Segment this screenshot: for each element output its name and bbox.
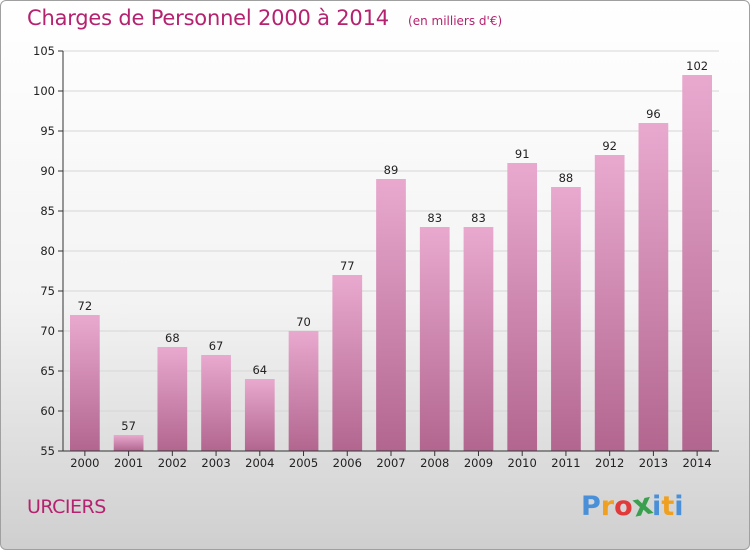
logo-letter: i <box>652 491 662 522</box>
bar-2010 <box>507 163 538 451</box>
bar-2014 <box>682 75 713 451</box>
bar-2002 <box>157 347 188 451</box>
data-label-2001: 57 <box>121 419 136 433</box>
y-tick-label: 70 <box>40 324 55 338</box>
y-tick-label: 55 <box>40 444 55 458</box>
bar-2009 <box>463 227 494 451</box>
x-tick-label-2009: 2009 <box>464 456 493 470</box>
x-tick-label-2005: 2005 <box>289 456 318 470</box>
proxiti-logo: Proxiti <box>581 486 684 524</box>
bar-2012 <box>594 155 625 451</box>
data-label-2006: 77 <box>340 259 355 273</box>
logo-letter: P <box>581 491 601 522</box>
data-label-2011: 88 <box>559 171 574 185</box>
y-tick-label: 90 <box>40 164 55 178</box>
bar-2000 <box>69 315 100 451</box>
x-tick-label-2006: 2006 <box>333 456 362 470</box>
y-tick-label: 60 <box>40 404 55 418</box>
x-tick-label-2007: 2007 <box>376 456 405 470</box>
bar-2004 <box>244 379 275 451</box>
y-tick-label: 100 <box>33 84 55 98</box>
logo-letter: r <box>600 491 615 522</box>
data-label-2010: 91 <box>515 147 530 161</box>
bar-2005 <box>288 331 319 451</box>
data-label-2003: 67 <box>209 339 224 353</box>
y-tick-label: 65 <box>40 364 55 378</box>
y-tick-label: 85 <box>40 204 55 218</box>
chart-title-block: Charges de Personnel 2000 à 2014 (en mil… <box>27 6 502 30</box>
x-tick-label-2004: 2004 <box>245 456 274 470</box>
data-label-2004: 64 <box>252 363 267 377</box>
logo-letter: i <box>674 491 684 522</box>
data-label-2007: 89 <box>384 163 399 177</box>
data-label-2013: 96 <box>646 107 661 121</box>
bar-2013 <box>638 123 669 451</box>
place-name: URCIERS <box>27 496 106 518</box>
x-tick-label-2010: 2010 <box>508 456 537 470</box>
data-label-2005: 70 <box>296 315 311 329</box>
bar-2001 <box>113 435 144 451</box>
y-tick-label: 95 <box>40 124 55 138</box>
data-label-2002: 68 <box>165 331 180 345</box>
data-label-2012: 92 <box>602 139 617 153</box>
chart-subtitle: (en milliers d'€) <box>408 14 503 28</box>
x-tick-label-2003: 2003 <box>201 456 230 470</box>
y-tick-label: 80 <box>40 244 55 258</box>
bar-2011 <box>551 187 581 451</box>
x-tick-label-2014: 2014 <box>682 456 711 470</box>
logo-letter: t <box>661 491 675 522</box>
x-tick-label-2008: 2008 <box>420 456 449 470</box>
x-tick-label-2012: 2012 <box>595 456 624 470</box>
data-label-2000: 72 <box>78 299 93 313</box>
data-label-2009: 83 <box>471 211 486 225</box>
x-tick-label-2001: 2001 <box>114 456 143 470</box>
bar-2008 <box>419 227 450 451</box>
bar-2003 <box>201 355 231 451</box>
x-tick-label-2011: 2011 <box>551 456 580 470</box>
data-label-2008: 83 <box>427 211 442 225</box>
bar-2007 <box>376 179 406 451</box>
chart-title: Charges de Personnel 2000 à 2014 <box>27 6 389 30</box>
y-tick-label: 105 <box>33 44 55 58</box>
x-tick-label-2013: 2013 <box>639 456 668 470</box>
data-labels: 72 57 68 67 64 70 77 89 83 83 91 88 92 96 102 <box>78 59 709 433</box>
axes: 55 60 65 70 75 80 85 90 95 100 105 2000 2001 2002 2003… <box>33 44 719 470</box>
x-tick-label-2000: 2000 <box>70 456 99 470</box>
x-tick-label-2002: 2002 <box>158 456 187 470</box>
y-tick-label: 75 <box>40 284 55 298</box>
data-label-2014: 102 <box>686 59 708 73</box>
logo-letter: o <box>614 491 633 522</box>
bar-2006 <box>332 275 363 451</box>
bars <box>69 75 713 451</box>
